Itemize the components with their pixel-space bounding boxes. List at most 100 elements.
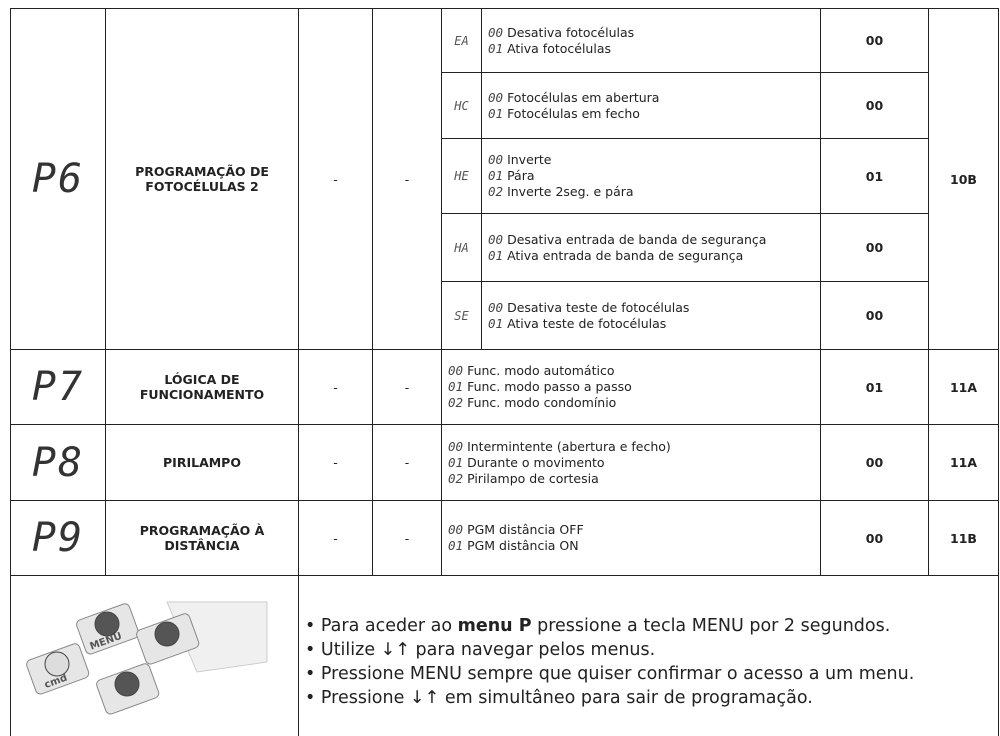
- options: 00 PGM distância OFF 01 PGM distância ON: [441, 500, 821, 576]
- option-code: 00: [488, 89, 504, 105]
- option-text: Func. modo automático: [467, 363, 615, 378]
- row: SE 00 Desativa teste de fotocélulas 01 Ativa…: [11, 281, 999, 350]
- option-text: Intermintente (abertura e fecho): [467, 438, 671, 454]
- name: PROGRAMAÇÃO DE FOTOCÉLULAS 2: [105, 8, 299, 350]
- options: 00 Fotocélulas em abertura 01 Fotocélulas e…: [481, 72, 821, 139]
- option: 00 Func. modo automático: [448, 363, 814, 379]
- page: 11A: [928, 349, 999, 425]
- option: 00 Fotocélulas em abertura: [488, 90, 814, 106]
- instructions: Para aceder ao menu P pressione a tecla …: [298, 575, 999, 736]
- option: 02 Func. modo condomínio: [448, 395, 814, 411]
- option: 01 Ativa entrada de banda de segurança: [488, 248, 814, 264]
- shape: [44, 651, 70, 677]
- options: 00 Func. modo automático 01 Func. modo pass…: [441, 349, 821, 425]
- options: 00 Desativa entrada de banda de segurança…: [481, 213, 821, 282]
- row: HA 00 Desativa entrada de banda de seguran…: [11, 213, 999, 282]
- page: 11A: [928, 424, 999, 501]
- option-code: 01: [448, 379, 464, 394]
- row: HC 00 Fotocélulas em abertura 01 Fotocélulas…: [11, 72, 999, 139]
- col-a: -: [298, 500, 373, 576]
- row: P8 PIRILAMPO - -00 Intermintente (abertura e…: [10, 424, 999, 501]
- option-code: 00: [448, 363, 464, 378]
- option-text: Pára: [507, 168, 535, 183]
- option: 00 Inverte: [488, 152, 814, 168]
- option-code: 01: [488, 247, 504, 263]
- page: 11B: [928, 500, 999, 576]
- option-text: Pirilampo de cortesia: [467, 470, 599, 486]
- sub-code: HC: [441, 72, 482, 139]
- table-body: P6 PROGRAMAÇÃO DE FOTOCÉLULAS 2- - EA 00 Desa…: [10, 8, 999, 736]
- row: P7 LÓGICA DE FUNCIONAMENTO - -00 Func. modo …: [10, 349, 999, 425]
- options: 00 Intermintente (abertura e fecho) 01 Dura…: [441, 424, 821, 501]
- option: 01 Pára: [488, 168, 814, 184]
- default: 00: [820, 424, 929, 501]
- instruction-text: menu P: [457, 616, 532, 636]
- option-code: 01: [488, 105, 504, 121]
- option-text: Ativa fotocélulas: [507, 40, 611, 56]
- option-text: Desativa teste de fotocélulas: [507, 299, 690, 315]
- option-text: Inverte 2seg. e pára: [507, 184, 634, 199]
- option-code: 00: [448, 522, 464, 537]
- option: 02 Pirilampo de cortesia: [448, 471, 814, 487]
- option-code: 02: [448, 470, 464, 486]
- option-text: Fotocélulas em fecho: [507, 105, 640, 121]
- option: 00 Desativa teste de fotocélulas: [488, 300, 814, 316]
- display: P9: [10, 500, 106, 576]
- option-code: 01: [488, 168, 504, 183]
- instruction-text: pressione a tecla MENU por 2 segundos.: [531, 616, 891, 636]
- table: P6 PROGRAMAÇÃO DE FOTOCÉLULAS 2- - EA 00 Desa…: [10, 8, 999, 736]
- options: 00 Inverte 01 Pára 02 Inverte 2seg. e pára: [481, 138, 821, 214]
- instruction-text: Utilize ↓↑ para navegar pelos menus.: [320, 640, 656, 660]
- option-text: Func. modo passo a passo: [467, 379, 632, 394]
- display: P7: [10, 349, 106, 425]
- option-text: Desativa entrada de banda de segurança: [507, 231, 767, 247]
- option: 00 Desativa fotocélulas: [488, 25, 814, 41]
- option-code: 00: [448, 438, 464, 454]
- name: PIRILAMPO: [105, 424, 299, 501]
- option-code: 01: [488, 315, 504, 331]
- row: P9 PROGRAMAÇÃO À DISTÂNCIA - -00 PGM distânc…: [10, 500, 999, 576]
- instruction: Utilize ↓↑ para navegar pelos menus.: [305, 638, 992, 662]
- col-b: -: [372, 8, 442, 350]
- option-code: 02: [448, 395, 464, 410]
- instruction-text: Pressione ↓↑ em simultâneo para sair de …: [320, 688, 813, 708]
- page: 10B: [928, 8, 999, 350]
- option-code: 00: [488, 299, 504, 315]
- option: 00 Intermintente (abertura e fecho): [448, 439, 814, 455]
- name: PROGRAMAÇÃO À DISTÂNCIA: [105, 500, 299, 576]
- instruction-text: Pressione MENU sempre que quiser confirm…: [320, 664, 915, 684]
- option: 01 Func. modo passo a passo: [448, 379, 814, 395]
- shape: [154, 621, 180, 647]
- default: 00: [820, 72, 929, 139]
- display: P8: [10, 424, 106, 501]
- sub-code: HE: [441, 138, 482, 214]
- option-text: PGM distância ON: [467, 538, 579, 553]
- default: 00: [820, 213, 929, 282]
- option-code: 02: [488, 184, 504, 199]
- instruction-text: Para aceder ao: [320, 616, 458, 636]
- default: 00: [820, 281, 929, 350]
- option-text: Func. modo condomínio: [467, 395, 617, 410]
- option-code: 01: [448, 538, 464, 553]
- shape: [114, 671, 140, 697]
- option-text: Ativa teste de fotocélulas: [507, 315, 667, 331]
- row: HE 00 Inverte 01 Pára 02 Inverte 2seg. e pára 0…: [11, 138, 999, 214]
- option-text: Durante o movimento: [467, 454, 605, 470]
- option-code: 01: [488, 40, 504, 56]
- option-text: PGM distância OFF: [467, 522, 584, 537]
- option: 00 PGM distância OFF: [448, 522, 814, 538]
- sub-code: HA: [441, 213, 482, 282]
- option-code: 01: [448, 454, 464, 470]
- default: 01: [820, 349, 929, 425]
- default: 01: [820, 138, 929, 214]
- option-text: Desativa fotocélulas: [507, 24, 635, 40]
- col-a: -: [298, 8, 373, 350]
- options: 00 Desativa teste de fotocélulas 01 Ativa t…: [481, 281, 821, 350]
- option: 02 Inverte 2seg. e pára: [488, 184, 814, 200]
- col-a: -: [298, 424, 373, 501]
- default: 00: [820, 8, 929, 73]
- option: 01 Fotocélulas em fecho: [488, 106, 814, 122]
